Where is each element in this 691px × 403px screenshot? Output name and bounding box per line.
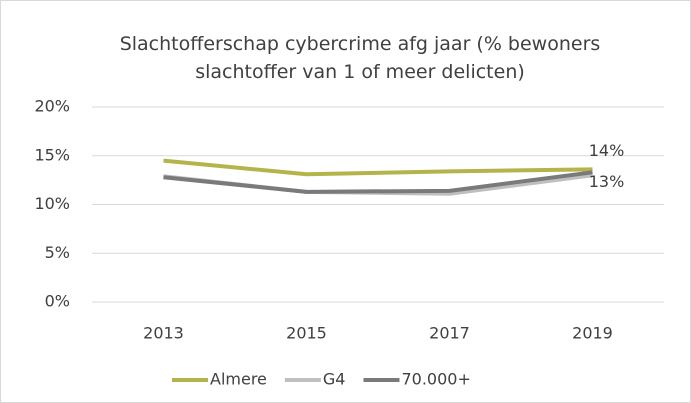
legend-label: Almere (210, 370, 267, 389)
y-tick-label: 0% (45, 292, 70, 311)
chart-title: Slachtofferschap cybercrime afg jaar (% … (119, 33, 601, 83)
x-tick-label: 2017 (429, 324, 470, 343)
y-tick-label: 20% (34, 97, 70, 116)
y-tick-label: 10% (34, 194, 70, 213)
y-tick-label: 15% (34, 145, 70, 164)
x-tick-label: 2013 (143, 324, 184, 343)
series-line (163, 158, 593, 177)
series-line (163, 170, 593, 194)
legend-label: 70.000+ (401, 370, 470, 389)
legend-label: G4 (323, 370, 346, 389)
data-label: 13% (589, 172, 625, 191)
x-tick-label: 2019 (572, 324, 613, 343)
x-tick-label: 2015 (286, 324, 327, 343)
y-tick-label: 5% (45, 243, 70, 262)
data-label: 14% (589, 141, 625, 160)
